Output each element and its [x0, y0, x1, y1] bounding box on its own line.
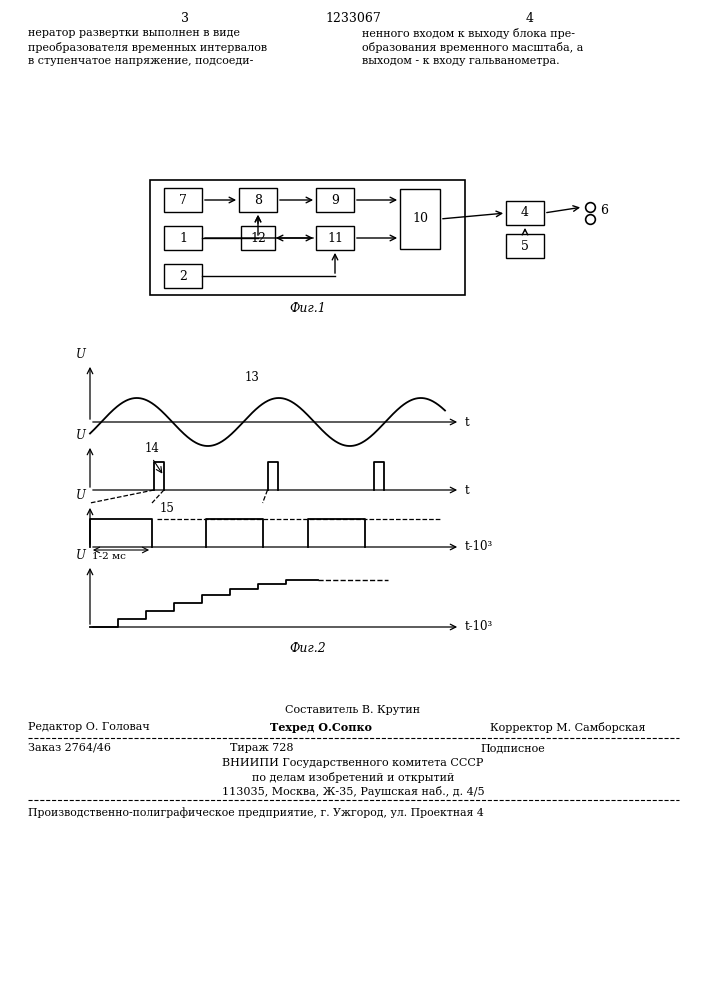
- Text: Фиг.1: Фиг.1: [290, 302, 327, 315]
- Text: t: t: [465, 416, 469, 428]
- Text: преобразователя временных интервалов: преобразователя временных интервалов: [28, 42, 267, 53]
- Text: 6: 6: [600, 205, 608, 218]
- Text: t-10³: t-10³: [465, 620, 493, 634]
- Bar: [316, 188, 354, 212]
- Text: U: U: [76, 549, 86, 562]
- Text: Заказ 2764/46: Заказ 2764/46: [28, 743, 111, 753]
- Text: 14: 14: [145, 442, 160, 455]
- Text: 1-2 мс: 1-2 мс: [92, 552, 126, 561]
- Text: 13: 13: [245, 371, 260, 384]
- Text: 12: 12: [250, 232, 266, 244]
- Text: 4: 4: [521, 207, 529, 220]
- Bar: [400, 189, 440, 249]
- Bar: [150, 180, 465, 295]
- Text: 4: 4: [526, 12, 534, 25]
- Bar: [164, 188, 202, 212]
- Text: образования временного масштаба, а: образования временного масштаба, а: [362, 42, 583, 53]
- Text: 7: 7: [179, 194, 187, 207]
- Text: 8: 8: [254, 194, 262, 207]
- Text: 2: 2: [179, 269, 187, 282]
- Text: в ступенчатое напряжение, подсоеди-: в ступенчатое напряжение, подсоеди-: [28, 56, 253, 66]
- Text: 113035, Москва, Ж-35, Раушская наб., д. 4/5: 113035, Москва, Ж-35, Раушская наб., д. …: [222, 786, 484, 797]
- Text: Составитель В. Крутин: Составитель В. Крутин: [286, 705, 421, 715]
- Text: Производственно-полиграфическое предприятие, г. Ужгород, ул. Проектная 4: Производственно-полиграфическое предприя…: [28, 807, 484, 818]
- Text: ненного входом к выходу блока пре-: ненного входом к выходу блока пре-: [362, 28, 575, 39]
- Bar: [164, 226, 202, 250]
- Text: 11: 11: [327, 232, 343, 244]
- Text: Редактор О. Головач: Редактор О. Головач: [28, 722, 150, 732]
- Text: 1: 1: [179, 232, 187, 244]
- Text: Техред О.Сопко: Техред О.Сопко: [270, 722, 372, 733]
- Bar: [316, 226, 354, 250]
- Bar: [506, 201, 544, 225]
- Text: Корректор М. Самборская: Корректор М. Самборская: [490, 722, 645, 733]
- Text: t: t: [465, 484, 469, 496]
- Text: 10: 10: [412, 213, 428, 226]
- Text: 5: 5: [521, 239, 529, 252]
- Text: 3: 3: [181, 12, 189, 25]
- Bar: [239, 188, 277, 212]
- Text: 1233067: 1233067: [325, 12, 381, 25]
- Text: 9: 9: [331, 194, 339, 207]
- Text: нератор развертки выполнен в виде: нератор развертки выполнен в виде: [28, 28, 240, 38]
- Text: U: U: [76, 348, 86, 361]
- Text: ВНИИПИ Государственного комитета СССР: ВНИИПИ Государственного комитета СССР: [222, 758, 484, 768]
- Text: U: U: [76, 489, 86, 502]
- Text: Фиг.2: Фиг.2: [290, 642, 327, 655]
- Text: t-10³: t-10³: [465, 540, 493, 554]
- Text: Тираж 728: Тираж 728: [230, 743, 293, 753]
- Bar: [241, 226, 275, 250]
- Bar: [506, 234, 544, 258]
- Text: U: U: [76, 429, 86, 442]
- Bar: [164, 264, 202, 288]
- Text: 15: 15: [160, 502, 175, 515]
- Text: выходом - к входу гальванометра.: выходом - к входу гальванометра.: [362, 56, 560, 66]
- Text: Подписное: Подписное: [480, 743, 545, 753]
- Text: по делам изобретений и открытий: по делам изобретений и открытий: [252, 772, 454, 783]
